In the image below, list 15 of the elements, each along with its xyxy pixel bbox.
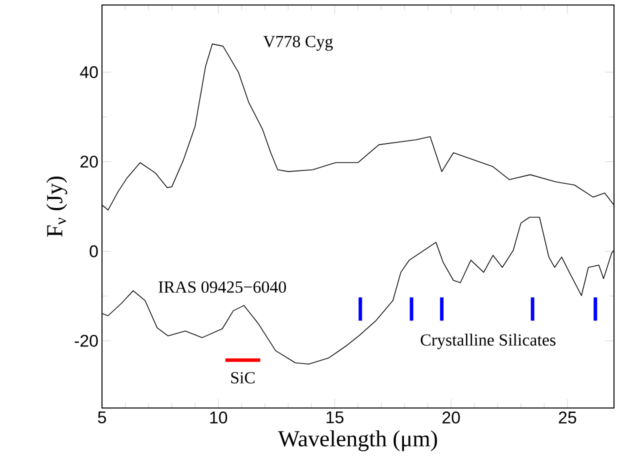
annotation: V778 Cyg	[263, 36, 333, 51]
x-tick-label: 5	[98, 412, 106, 424]
x-tick-label: 10	[210, 412, 228, 424]
x-tick-label: 20	[442, 412, 460, 424]
x-axis-title: Wavelength (μm)	[278, 430, 437, 452]
y-tick-label: 0	[90, 245, 98, 258]
x-tick-label: 25	[558, 412, 576, 424]
y-axis-title: F$_{ν}$ (Jy)	[46, 176, 68, 237]
x-tick-label: 15	[326, 412, 344, 424]
y-tick-label: 40	[80, 66, 98, 78]
annotation: Crystalline Silicates	[420, 334, 556, 350]
y-tick-label: 20	[80, 156, 98, 168]
annotation: IRAS 09425−6040	[158, 281, 286, 293]
annotation: SiC	[231, 372, 255, 384]
y-tick-label: -20	[74, 334, 98, 347]
